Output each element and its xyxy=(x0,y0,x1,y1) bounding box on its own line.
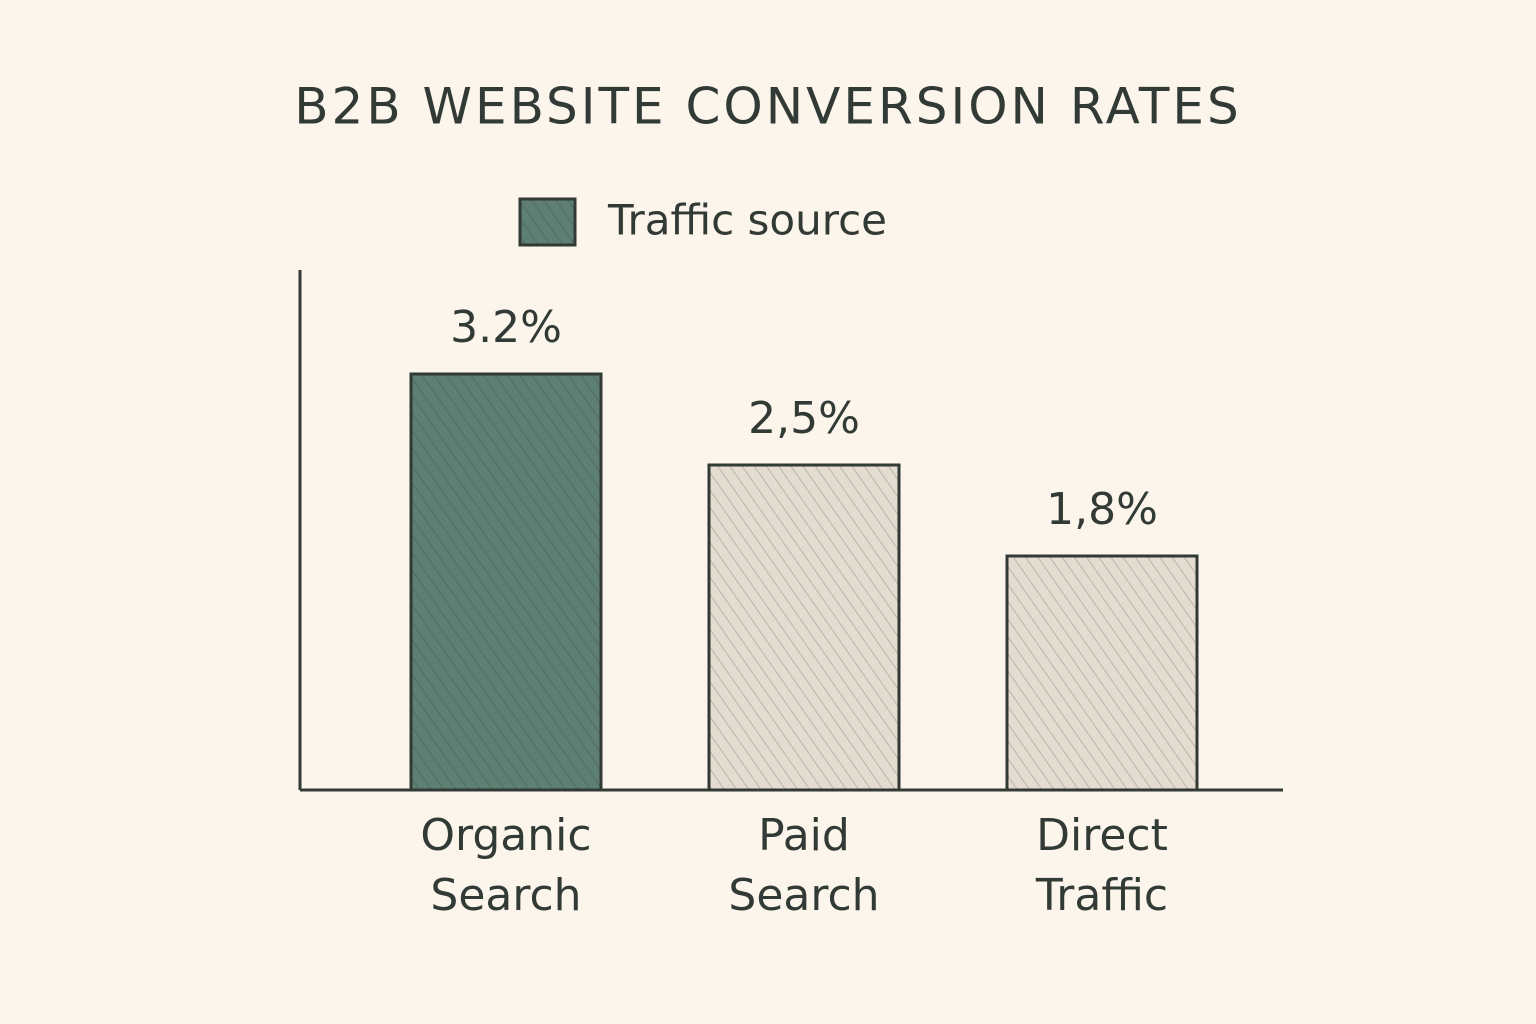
x-tick-label-line: Traffic xyxy=(1035,870,1168,921)
chart-title: B2B WEBSITE CONVERSION RATES xyxy=(294,78,1242,136)
legend-hatch xyxy=(520,199,575,245)
x-tick-label-line: Paid xyxy=(758,810,850,861)
x-tick-label: Paid Search xyxy=(728,810,879,921)
x-tick-label: Organic Search xyxy=(420,810,591,921)
legend-label: Traffic source xyxy=(607,196,887,245)
value-label: 1,8% xyxy=(1046,484,1158,535)
x-tick-label-line: Organic xyxy=(420,810,591,861)
value-label: 3.2% xyxy=(450,302,562,353)
x-tick-label-line: Search xyxy=(430,870,581,921)
bar-hatch xyxy=(709,465,899,790)
value-label: 2,5% xyxy=(748,393,860,444)
x-tick-label-line: Direct xyxy=(1036,810,1168,861)
x-tick-label: Direct Traffic xyxy=(1035,810,1168,921)
bar-hatch xyxy=(411,374,601,790)
x-tick-label-line: Search xyxy=(728,870,879,921)
bar-hatch xyxy=(1007,556,1197,790)
